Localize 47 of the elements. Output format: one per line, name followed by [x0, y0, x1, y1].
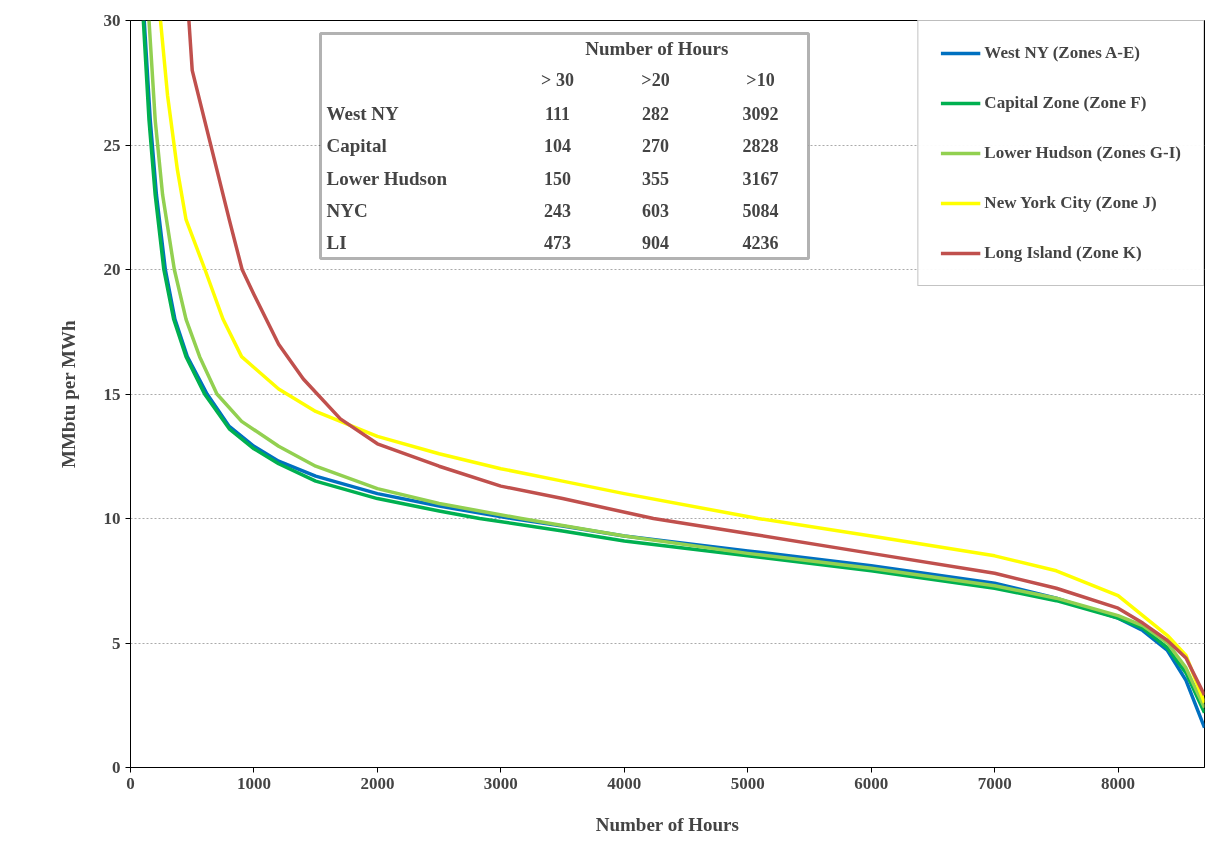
y-axis-title: MMbtu per MWh [57, 320, 79, 468]
y-tick-label: 20 [103, 260, 121, 279]
x-axis-title: Number of Hours [595, 813, 739, 835]
annotation: 5084 [742, 200, 779, 221]
legend-label: Capital Zone (Zone F) [984, 93, 1147, 113]
legend-label: Lower Hudson (Zones G-I) [984, 143, 1181, 163]
annotation: 3092 [742, 104, 779, 125]
y-tick-label: 10 [103, 509, 121, 528]
annotation: >10 [746, 70, 775, 90]
annotation: >20 [641, 70, 670, 90]
y-tick-label: 5 [112, 633, 121, 653]
x-tick-label: 2000 [360, 773, 395, 793]
x-tick-label: 7000 [977, 773, 1012, 793]
legend-label: Long Island (Zone K) [984, 243, 1142, 263]
annotation: 904 [642, 232, 669, 253]
annotation: 150 [544, 168, 571, 189]
x-tick-label: 1000 [236, 773, 271, 793]
annotation: LI [326, 231, 347, 253]
annotation: 270 [642, 136, 669, 157]
x-tick-label: 3000 [483, 773, 518, 793]
annotation: 4236 [742, 232, 779, 253]
annotation: 473 [544, 232, 571, 253]
annotation: Number of Hours [585, 37, 729, 59]
annotation: 603 [642, 200, 669, 221]
annotation: West NY [326, 103, 400, 125]
legend-label: New York City (Zone J) [984, 193, 1157, 213]
annotation: > 30 [541, 70, 574, 90]
annotation: 282 [642, 104, 669, 125]
annotation: 104 [544, 136, 571, 157]
annotation: 2828 [742, 136, 779, 157]
y-tick-label: 0 [112, 758, 121, 777]
y-tick-label: 15 [103, 384, 121, 404]
annotation: 243 [544, 200, 571, 221]
annotation: 355 [642, 168, 669, 189]
y-tick-label: 30 [103, 11, 121, 30]
annotation: Lower Hudson [326, 167, 448, 189]
x-tick-label: 8000 [1101, 773, 1136, 793]
x-tick-label: 4000 [607, 773, 642, 793]
legend-label: West NY (Zones A-E) [984, 43, 1141, 63]
annotation: 3167 [742, 168, 779, 189]
annotation: Capital [326, 135, 387, 157]
y-tick-label: 25 [103, 135, 121, 155]
annotation: 111 [544, 104, 571, 125]
x-tick-label: 5000 [730, 773, 765, 793]
x-tick-label: 6000 [854, 773, 889, 793]
x-tick-label: 0 [126, 773, 135, 793]
annotation: NYC [326, 199, 368, 221]
